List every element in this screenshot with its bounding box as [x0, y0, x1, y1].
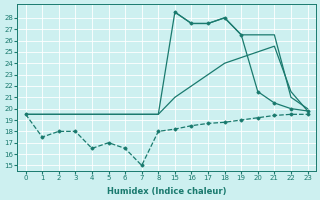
X-axis label: Humidex (Indice chaleur): Humidex (Indice chaleur): [107, 187, 226, 196]
